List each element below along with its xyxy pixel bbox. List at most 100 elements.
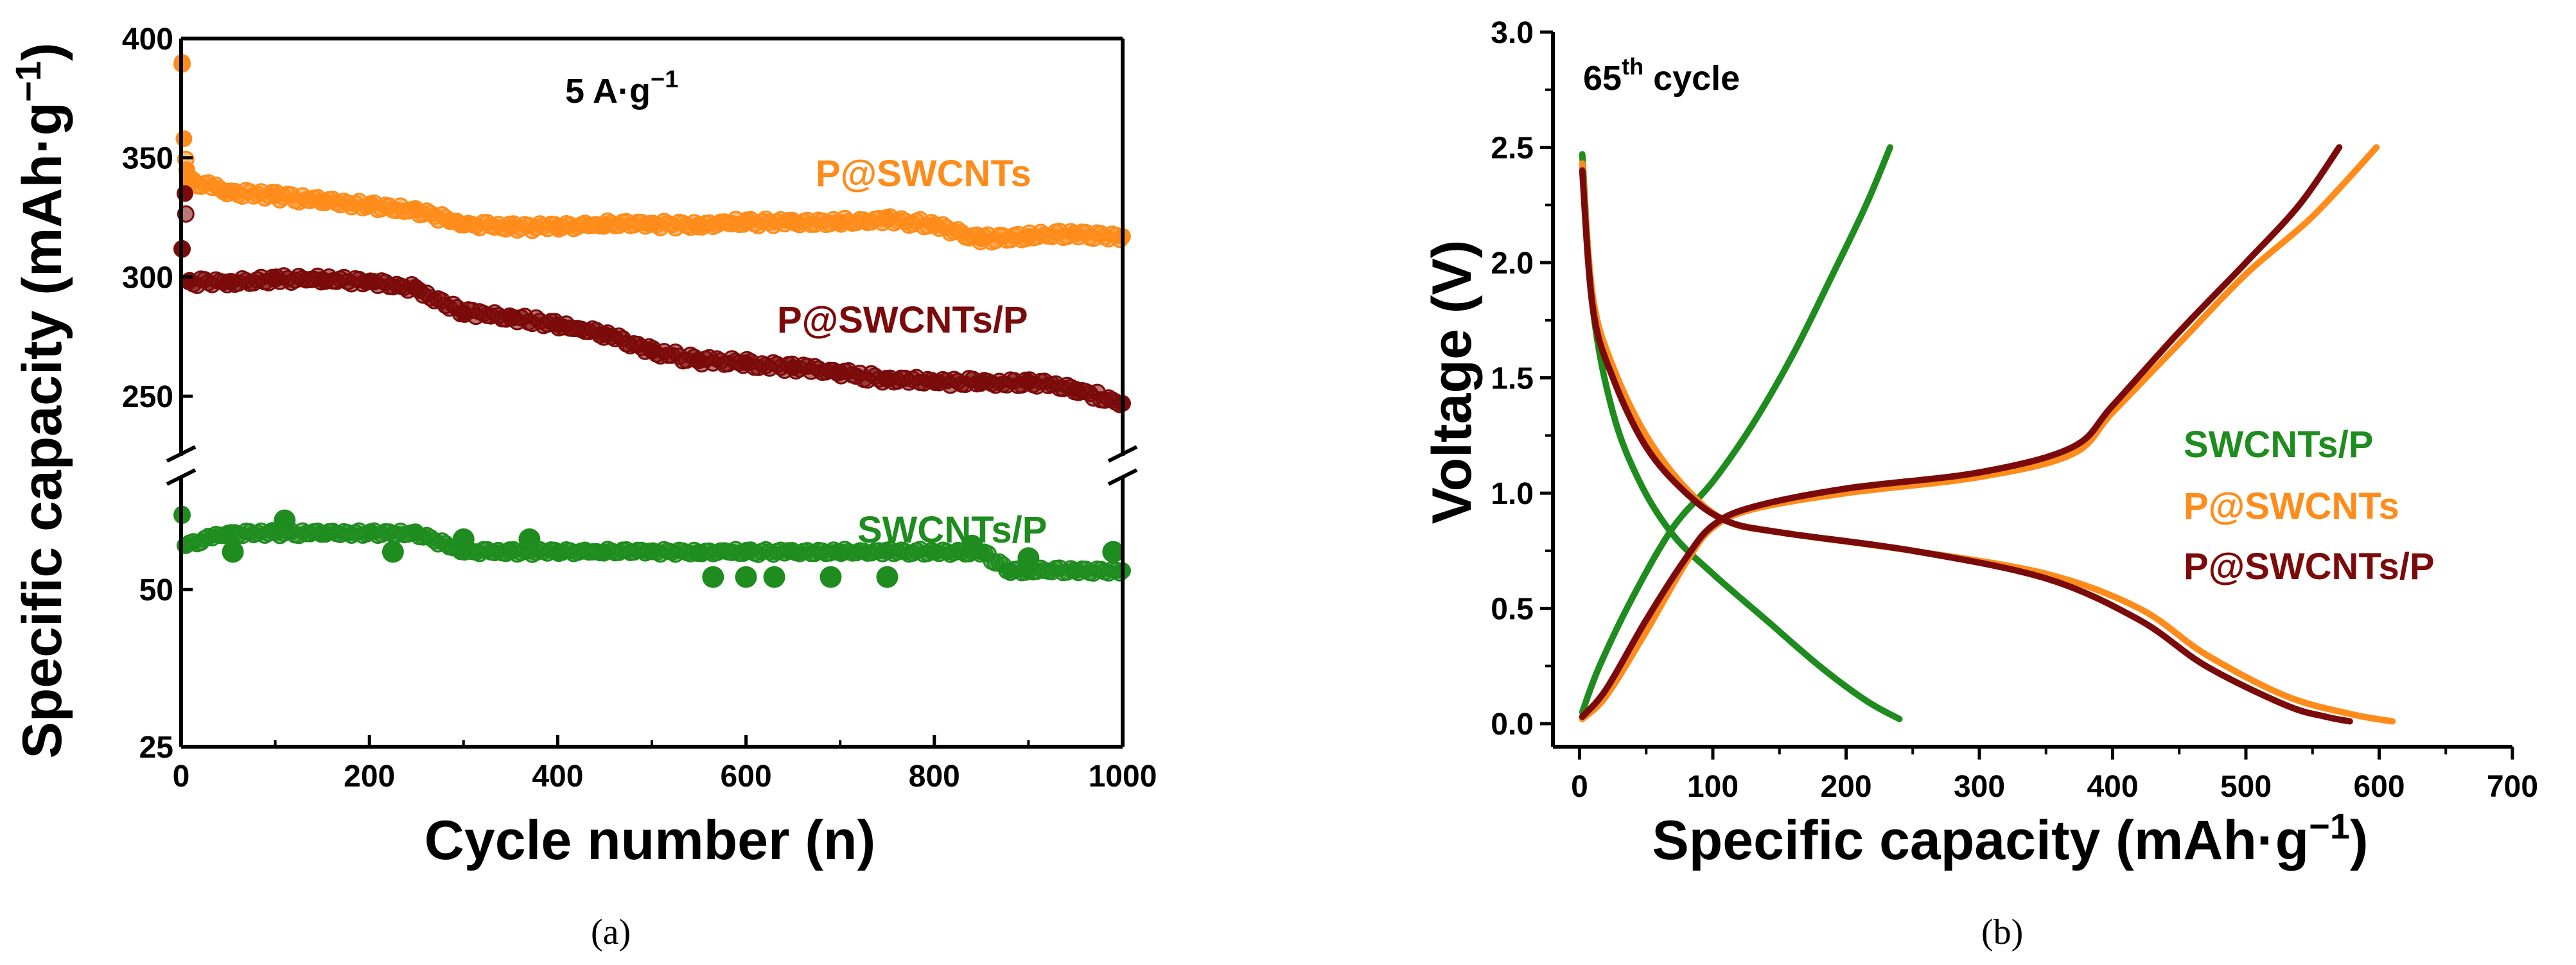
panel-a-caption: (a): [591, 912, 631, 952]
x-tick-label: 600: [2353, 770, 2405, 804]
y-tick-label: 1.5: [1491, 362, 1534, 396]
panel-a-x-axis-label: Cycle number (n): [425, 810, 875, 871]
y-tick-label: 50: [139, 573, 173, 607]
data-point: [596, 216, 613, 233]
data-point: [879, 211, 896, 229]
x-tick-label: 0: [1571, 770, 1588, 804]
y-tick-label: 0.0: [1491, 708, 1534, 742]
panel-b-axes: [1551, 32, 2512, 749]
data-point: [925, 543, 943, 561]
panel-b-x-label-close: ): [2350, 810, 2369, 871]
data-point: [784, 214, 802, 230]
x-tick-label: 500: [2220, 770, 2272, 804]
data-point: [1020, 228, 1037, 245]
data-point-outlier: [452, 528, 475, 550]
data-point: [973, 230, 990, 247]
data-point: [361, 273, 378, 290]
data-point: [267, 271, 284, 288]
x-tick-label: 400: [2087, 770, 2138, 804]
data-point: [973, 373, 990, 390]
data-point: [644, 543, 660, 561]
panel-a-rate-annotation: 5 A·g−1: [565, 66, 678, 110]
x-tick-label: 400: [532, 760, 583, 794]
data-point: [737, 214, 755, 230]
series-p-swcnts-p: [173, 185, 1131, 413]
x-tick-label: 700: [2487, 770, 2538, 804]
y-tick-label: 350: [122, 142, 173, 176]
data-point: [502, 309, 520, 326]
panel-b-curves: [1579, 144, 2396, 725]
data-point-outlier: [274, 509, 296, 532]
data-point-outlier: [222, 541, 244, 563]
x-tick-label: 0: [173, 760, 190, 794]
panel-a-label-swcnts-p: SWCNTs/P: [857, 509, 1047, 551]
data-point: [455, 216, 472, 233]
y-tick-label: 2.5: [1491, 132, 1534, 166]
data-point-outlier: [1017, 547, 1040, 569]
panel-b-legend-p-swcnts-p: P@SWCNTs/P: [2184, 546, 2435, 587]
data-point: [220, 273, 237, 290]
data-point: [455, 304, 472, 322]
data-point-outlier: [961, 534, 983, 557]
panel-b-legend-p-swcnts: P@SWCNTs: [2184, 485, 2399, 527]
data-point-outlier: [819, 566, 842, 588]
panel-b-legend: SWCNTs/P P@SWCNTs P@SWCNTs/P: [2184, 424, 2435, 587]
data-point: [1020, 373, 1037, 390]
panel-b-ticks: 0 100 200 300 400 500 600 700 0.0 0.5 1.0 1.5 2.0 2.5…: [1491, 16, 2538, 804]
data-point: [502, 218, 520, 236]
data-point: [1001, 562, 1019, 579]
data-point: [176, 185, 193, 202]
x-tick-label: 600: [721, 760, 772, 794]
data-point: [784, 543, 802, 561]
panel-b-y-axis-label: Voltage (V): [1421, 240, 1483, 525]
data-point: [549, 316, 566, 333]
discharge-curve: [1579, 167, 2353, 725]
data-point: [737, 354, 755, 372]
data-point-outlier: [518, 528, 541, 550]
axis-break-mark: [1107, 445, 1138, 463]
y-tick-label: 1.0: [1491, 477, 1534, 511]
data-point: [596, 326, 613, 343]
series-swcnts-p: [1579, 144, 1903, 722]
panel-a-data-points: [173, 54, 1131, 588]
data-point-outlier: [763, 566, 785, 588]
panel-a-rate-sup: −1: [651, 66, 678, 93]
axis-break-mark: [166, 468, 197, 486]
panel-b-legend-swcnts-p: SWCNTs/P: [2184, 424, 2373, 465]
data-point: [361, 525, 378, 542]
series-p-swcnts: [173, 54, 1131, 251]
data-point: [1067, 225, 1084, 243]
panel-b: 0 100 200 300 400 500 600 700 0.0 0.5 1.0 1.5 2.0 2.5…: [1421, 16, 2538, 952]
panel-a-ticks: 0 200 400 600 800 1000 250 300 350 400 25 50: [122, 22, 1157, 794]
panel-a-label-p-swcnts: P@SWCNTs: [816, 153, 1031, 195]
axis-break-mark: [1107, 468, 1138, 486]
data-point: [925, 216, 943, 233]
panel-a-y-label-close: ): [12, 42, 73, 61]
x-tick-label: 100: [1687, 770, 1739, 804]
data-point: [879, 371, 896, 388]
data-point: [832, 543, 849, 561]
data-point: [267, 187, 284, 205]
data-point: [220, 525, 237, 542]
data-point: [361, 197, 378, 214]
data-point: [313, 271, 331, 288]
data-point: [690, 543, 708, 561]
panel-b-x-axis-label: Specific capacity (mAh·g−1): [1652, 806, 2368, 871]
y-tick-label: 300: [122, 261, 173, 295]
data-point: [832, 364, 849, 381]
panel-a-rate-base: 5 A·g: [565, 72, 651, 110]
series-p-swcnts-p: [1579, 144, 2353, 725]
y-tick-label: 250: [122, 380, 173, 414]
data-point: [408, 202, 425, 219]
data-point: [502, 543, 520, 561]
data-point-outlier: [876, 566, 898, 588]
y-tick-label: 3.0: [1491, 16, 1534, 50]
charge-curve: [1579, 144, 1893, 716]
x-tick-label: 300: [1954, 770, 2005, 804]
data-point: [1067, 381, 1084, 397]
panel-a-label-p-swcnts-p: P@SWCNTs/P: [777, 299, 1028, 341]
charge-curve: [1579, 144, 2380, 722]
data-point: [313, 525, 331, 542]
axis-break-mark: [166, 445, 197, 463]
